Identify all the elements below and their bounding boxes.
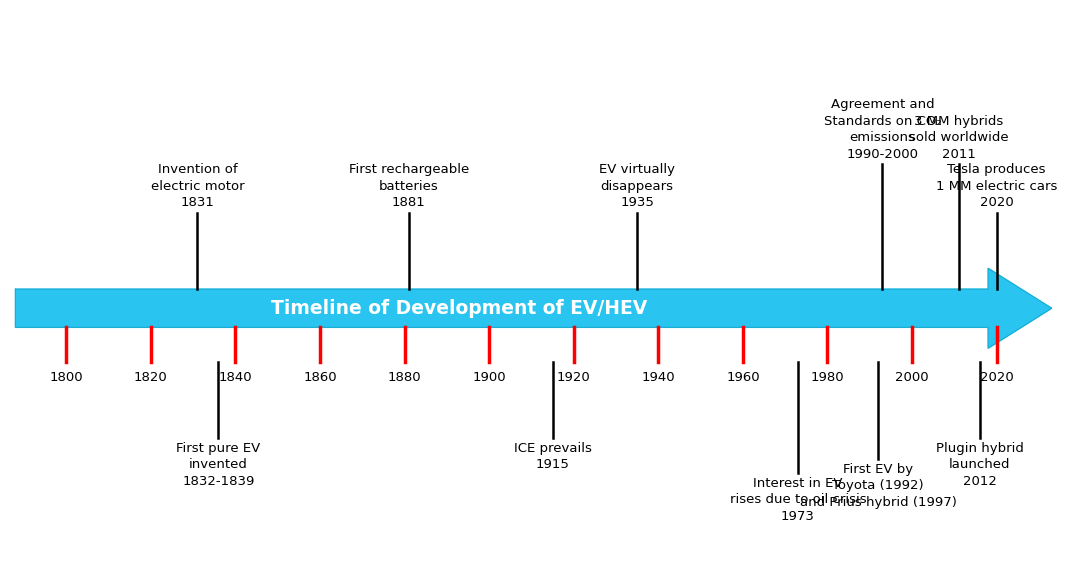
Text: 1880: 1880 (388, 371, 422, 384)
Text: 1820: 1820 (134, 371, 168, 384)
Text: 1960: 1960 (726, 371, 760, 384)
Text: 2000: 2000 (895, 371, 929, 384)
Text: 3 MM hybrids
sold worldwide
2011: 3 MM hybrids sold worldwide 2011 (908, 115, 1008, 161)
Text: 1800: 1800 (50, 371, 83, 384)
Text: 1860: 1860 (304, 371, 337, 384)
Text: First rechargeable
batteries
1881: First rechargeable batteries 1881 (349, 163, 469, 209)
Text: 1840: 1840 (219, 371, 253, 384)
Text: 1940: 1940 (642, 371, 675, 384)
Text: Agreement and
Standards on CO₂
emissions
1990-2000: Agreement and Standards on CO₂ emissions… (824, 98, 941, 161)
Text: 2020: 2020 (980, 371, 1014, 384)
Text: First pure EV
invented
1832-1839: First pure EV invented 1832-1839 (177, 442, 260, 488)
Text: Timeline of Development of EV/HEV: Timeline of Development of EV/HEV (271, 299, 647, 318)
Text: EV virtually
disappears
1935: EV virtually disappears 1935 (599, 163, 675, 209)
Text: Plugin hybrid
launched
2012: Plugin hybrid launched 2012 (935, 442, 1023, 488)
Text: Invention of
electric motor
1831: Invention of electric motor 1831 (151, 163, 244, 209)
Text: 1900: 1900 (473, 371, 506, 384)
Text: Interest in EV
rises due to oil crisis
1973: Interest in EV rises due to oil crisis 1… (730, 477, 866, 523)
Text: First EV by
Toyota (1992)
and Prius hybrid (1997): First EV by Toyota (1992) and Prius hybr… (800, 463, 957, 509)
Polygon shape (15, 268, 1051, 348)
Text: 1920: 1920 (557, 371, 591, 384)
Text: ICE prevails
1915: ICE prevails 1915 (514, 442, 592, 471)
Text: Tesla produces
1 MM electric cars
2020: Tesla produces 1 MM electric cars 2020 (935, 163, 1057, 209)
Text: 1980: 1980 (811, 371, 844, 384)
